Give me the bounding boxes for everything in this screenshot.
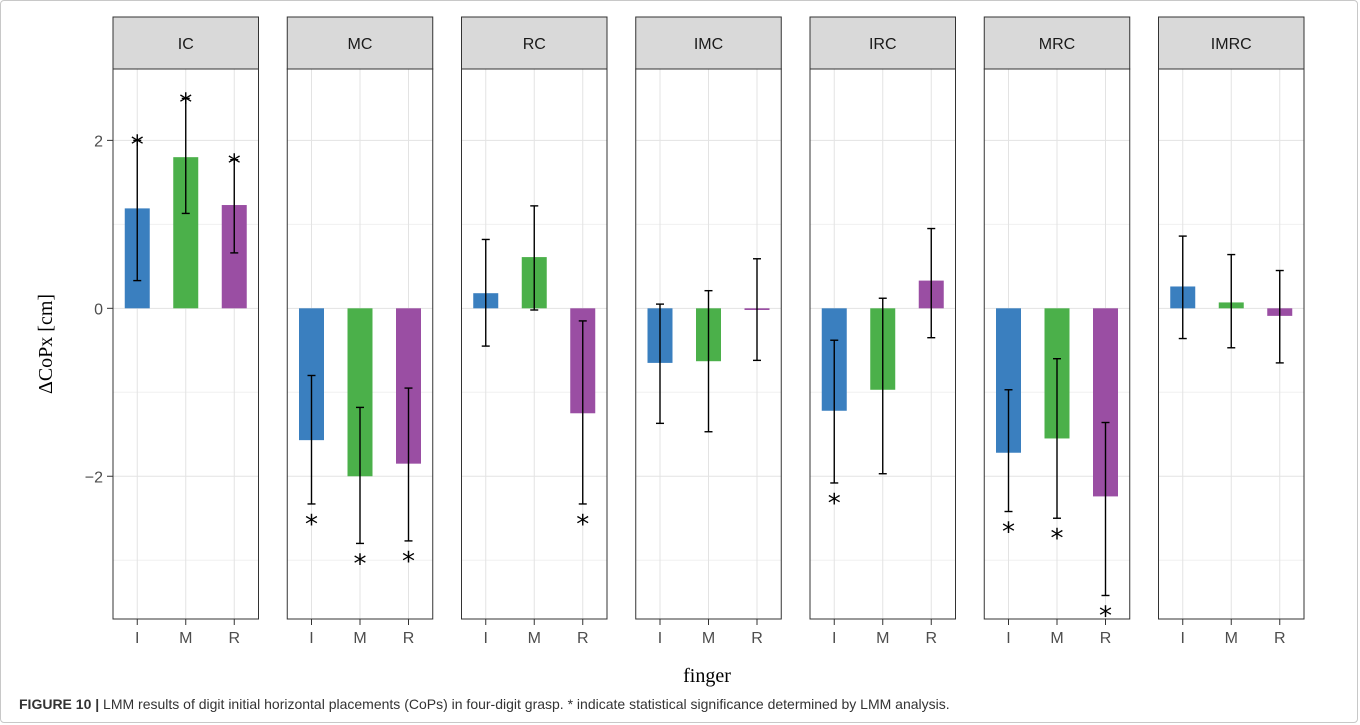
- x-axis-title: finger: [683, 665, 731, 687]
- x-tick-label: I: [1181, 630, 1185, 647]
- significance-marker: *: [131, 130, 144, 160]
- significance-marker: *: [1099, 601, 1112, 631]
- x-tick-label: R: [751, 630, 763, 647]
- y-tick-label: 2: [94, 133, 103, 150]
- facet-panel-rc: RC * I M R: [461, 16, 608, 647]
- x-tick-label: I: [832, 630, 836, 647]
- x-tick-label: I: [1006, 630, 1010, 647]
- significance-marker: *: [402, 547, 415, 577]
- x-tick-label: I: [484, 630, 488, 647]
- facet-panel-ic: IC * * * I M R: [112, 16, 259, 647]
- x-tick-label: R: [228, 630, 240, 647]
- significance-marker: *: [228, 150, 241, 180]
- facet-label: IRC: [869, 36, 897, 53]
- facet-label: MC: [348, 36, 373, 53]
- x-tick-label: M: [1050, 630, 1063, 647]
- facet-label: RC: [523, 36, 546, 53]
- x-tick-label: M: [876, 630, 889, 647]
- x-tick-label: M: [353, 630, 366, 647]
- facet-label: MRC: [1039, 36, 1075, 53]
- facet-panel-imc: IMC I M R: [635, 16, 782, 647]
- x-tick-label: R: [577, 630, 589, 647]
- facet-panel-mrc: MRC * * * I M R: [983, 16, 1131, 647]
- x-tick-label: R: [1100, 630, 1112, 647]
- x-tick-label: R: [1274, 630, 1286, 647]
- facet-label: IMC: [694, 36, 723, 53]
- facet-strip: [112, 16, 259, 70]
- facet-panel-mc: MC * * * I M R: [286, 16, 434, 647]
- caption-text: LMM results of digit initial horizontal …: [99, 696, 950, 712]
- x-tick-label: M: [528, 630, 541, 647]
- x-tick-label: I: [309, 630, 313, 647]
- x-tick-label: M: [179, 630, 192, 647]
- facet-strip: [809, 16, 956, 70]
- x-tick-label: R: [925, 630, 937, 647]
- x-tick-label: I: [135, 630, 139, 647]
- significance-marker: *: [576, 510, 589, 540]
- significance-marker: *: [1051, 524, 1064, 554]
- caption-label: FIGURE 10 |: [19, 696, 100, 712]
- facet-strip: [286, 16, 434, 70]
- x-tick-label: I: [658, 630, 662, 647]
- facet-strip: [1158, 16, 1305, 70]
- facet-strip: [461, 16, 608, 70]
- significance-marker: *: [179, 88, 192, 118]
- y-tick-label: −2: [85, 469, 103, 486]
- y-tick-label: 0: [94, 301, 103, 318]
- x-tick-label: M: [1225, 630, 1238, 647]
- x-tick-label: M: [702, 630, 715, 647]
- facet-panel-imrc: IMRC I M R: [1158, 16, 1305, 647]
- facet-strip: [983, 16, 1131, 70]
- significance-marker: *: [354, 549, 367, 579]
- x-tick-label: R: [403, 630, 415, 647]
- facet-label: IMRC: [1211, 36, 1252, 53]
- facet-label: IC: [178, 36, 194, 53]
- y-axis-title: ΔCoPx [cm]: [35, 294, 57, 394]
- significance-marker: *: [1002, 518, 1015, 548]
- significance-marker: *: [828, 489, 841, 519]
- facet-panel-irc: IRC * I M R: [809, 16, 956, 647]
- significance-marker: *: [305, 510, 318, 540]
- figure-caption: FIGURE 10 | LMM results of digit initial…: [19, 696, 950, 712]
